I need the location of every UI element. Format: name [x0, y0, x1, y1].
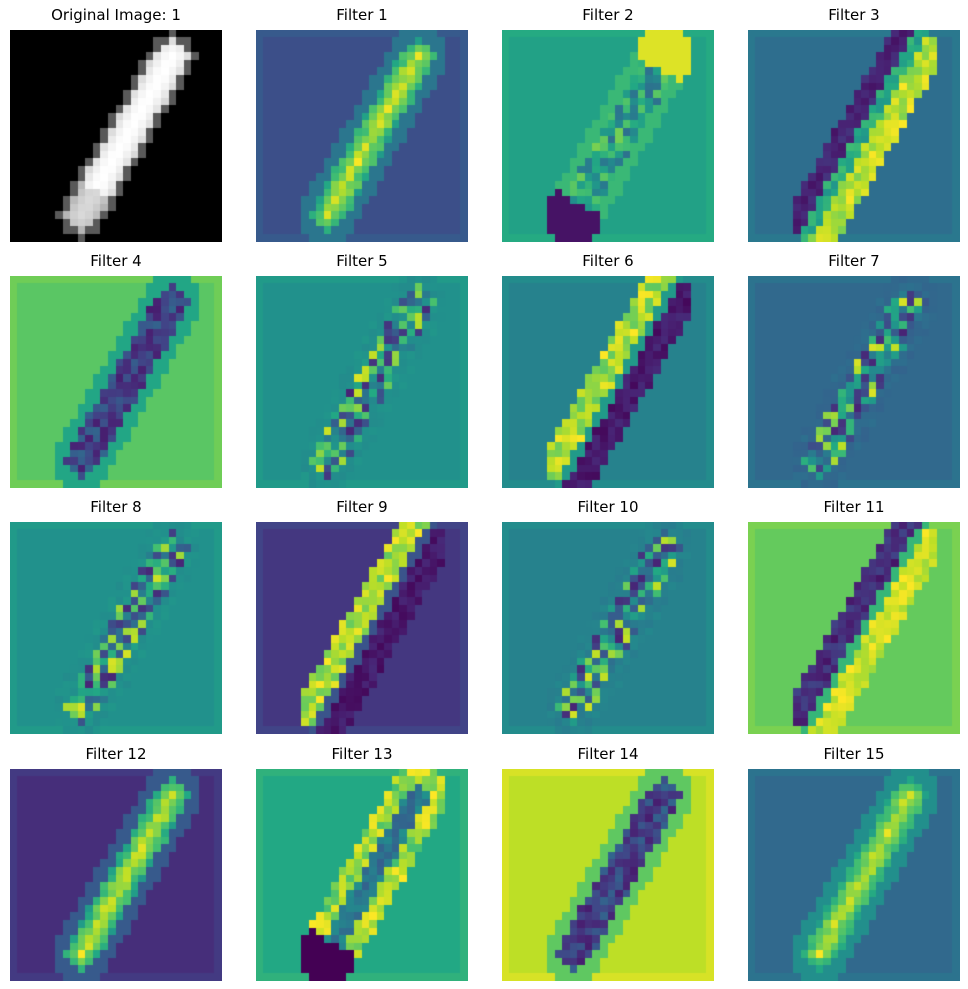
- panel-title: Filter 14: [577, 745, 639, 763]
- feature-map-image: [502, 276, 714, 488]
- feature-map-image: [256, 522, 468, 734]
- feature-map-image: [256, 30, 468, 242]
- panel-title: Filter 10: [577, 498, 639, 516]
- panel-title: Filter 15: [823, 745, 885, 763]
- panel-title: Filter 13: [331, 745, 393, 763]
- panel-title: Filter 7: [828, 252, 880, 270]
- feature-map-image: [748, 30, 960, 242]
- panel-title: Filter 2: [582, 6, 634, 24]
- panel-title: Filter 11: [823, 498, 885, 516]
- panel-title: Filter 9: [336, 498, 388, 516]
- feature-map-image: [502, 522, 714, 734]
- feature-map-image: [10, 276, 222, 488]
- panel-title: Filter 6: [582, 252, 634, 270]
- feature-map-image: [256, 769, 468, 981]
- feature-map-image: [10, 522, 222, 734]
- panel-title: Original Image: 1: [51, 6, 181, 24]
- feature-map-image: [748, 769, 960, 981]
- feature-map-image: [748, 522, 960, 734]
- feature-map-image: [256, 276, 468, 488]
- feature-map-image: [502, 769, 714, 981]
- feature-map-image: [10, 769, 222, 981]
- panel-title: Filter 4: [90, 252, 142, 270]
- feature-map-image: [748, 276, 960, 488]
- feature-map-image: [502, 30, 714, 242]
- original-digit-image: [10, 30, 222, 242]
- panel-title: Filter 5: [336, 252, 388, 270]
- panel-title: Filter 12: [85, 745, 147, 763]
- panel-title: Filter 8: [90, 498, 142, 516]
- panel-title: Filter 1: [336, 6, 388, 24]
- panel-title: Filter 3: [828, 6, 880, 24]
